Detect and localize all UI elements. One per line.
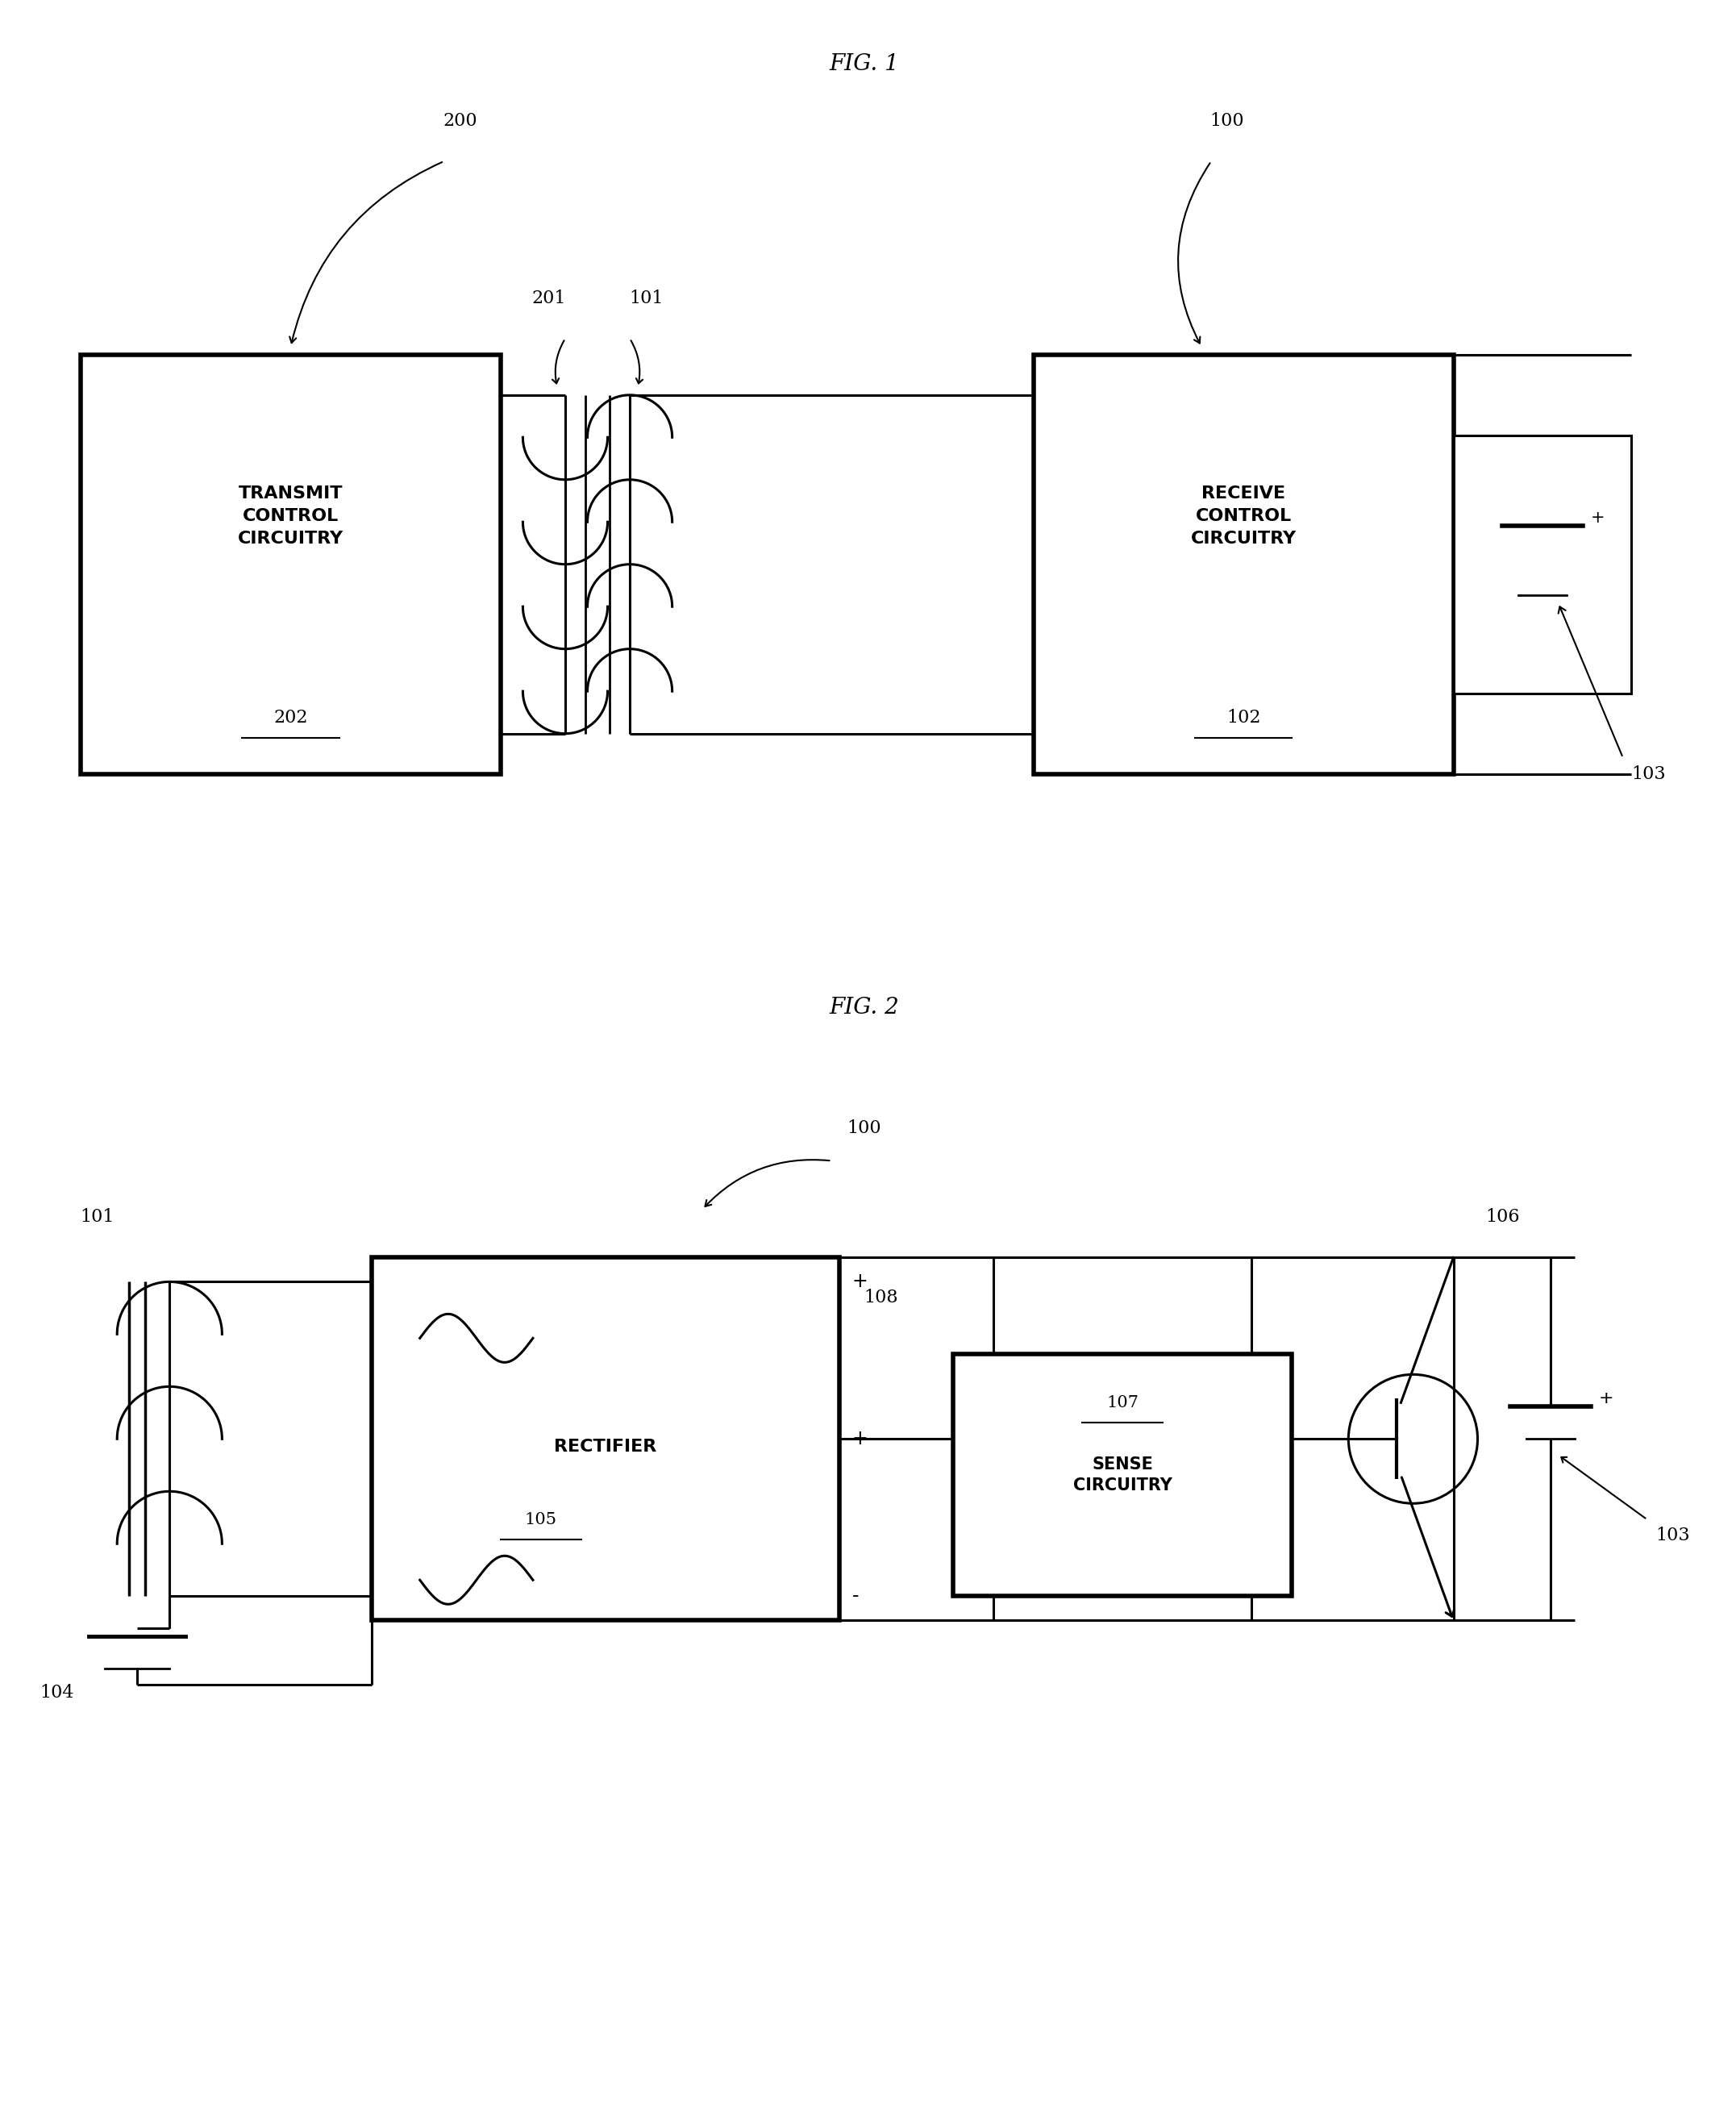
Text: 100: 100 [1210,112,1245,130]
Text: 108: 108 [865,1290,898,1307]
Text: 104: 104 [40,1683,73,1702]
Text: -: - [852,1586,859,1605]
Text: 102: 102 [1226,709,1260,726]
Text: 201: 201 [531,290,566,307]
Text: 101: 101 [80,1208,115,1227]
Text: FIG. 2: FIG. 2 [830,997,899,1018]
Bar [1033,356,1453,774]
Text: +: + [1599,1391,1614,1408]
Text: FIG. 1: FIG. 1 [830,53,899,76]
Bar [82,356,500,774]
Bar [1453,436,1632,694]
Text: 202: 202 [274,709,307,726]
Text: 103: 103 [1632,766,1665,783]
Bar [953,1355,1292,1597]
Text: 106: 106 [1486,1208,1521,1227]
Text: +: + [1590,509,1604,526]
Text: +: + [852,1429,868,1450]
Text: 103: 103 [1654,1528,1689,1544]
Text: TRANSMIT
CONTROL
CIRCUITRY: TRANSMIT CONTROL CIRCUITRY [238,486,344,547]
Bar [372,1258,840,1620]
Text: 200: 200 [443,112,477,130]
Text: +: + [852,1273,868,1292]
Text: SENSE
CIRCUITRY: SENSE CIRCUITRY [1073,1456,1172,1494]
Text: RECTIFIER: RECTIFIER [554,1439,656,1456]
Text: 107: 107 [1106,1395,1139,1410]
Text: RECEIVE
CONTROL
CIRCUITRY: RECEIVE CONTROL CIRCUITRY [1191,486,1297,547]
Text: 105: 105 [524,1513,557,1528]
Text: 100: 100 [847,1119,882,1138]
Text: 101: 101 [628,290,663,307]
